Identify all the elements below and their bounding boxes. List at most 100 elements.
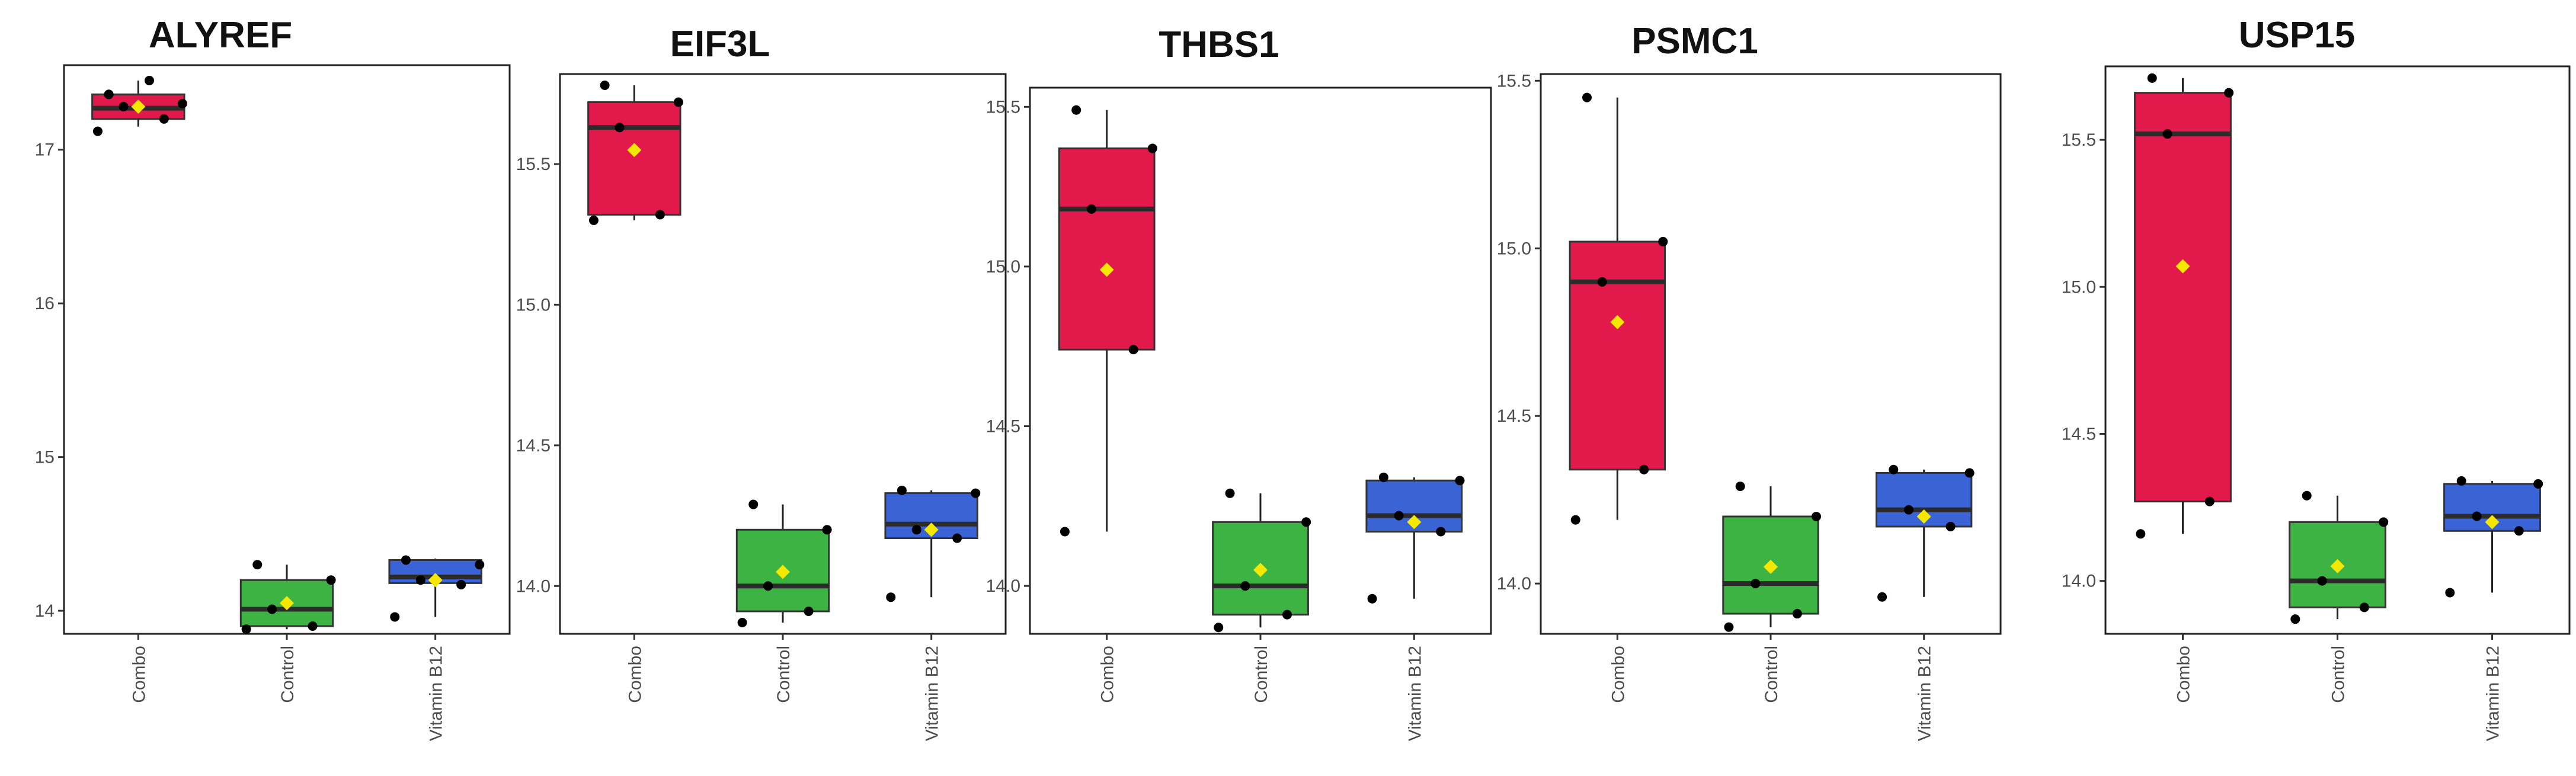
x-tick-label: Control [2329,646,2348,703]
x-tick-label: Combo [625,646,645,703]
data-point [2379,517,2389,527]
y-tick-label: 15.5 [1497,71,1531,91]
data-point [911,525,921,535]
data-point [1086,204,1096,214]
data-point [1735,482,1745,492]
mean-marker [776,565,790,579]
y-tick-label: 15.5 [2062,130,2096,150]
data-point [1301,517,1311,527]
y-tick-label: 14.5 [2062,424,2096,444]
x-tick-label: Combo [129,646,149,703]
box-combo [1569,241,1666,471]
data-point [2472,511,2482,521]
y-tick-label: 17 [35,140,55,160]
y-tick-label: 15.5 [516,155,551,174]
data-point [1282,610,1292,620]
data-point [1964,468,1975,478]
data-point [1877,592,1887,602]
x-tick-label: Vitamin B12 [1405,646,1425,741]
mean-marker [924,522,939,537]
data-point [1639,464,1649,474]
x-tick-label: Combo [1608,646,1628,703]
mean-marker [2330,559,2345,573]
x-tick-label: Vitamin B12 [2484,646,2503,741]
data-point [1889,464,1899,474]
y-tick-label: 14.0 [986,576,1020,596]
data-point [267,604,277,614]
y-tick-label: 14.0 [516,576,551,596]
mean-marker [1099,262,1114,277]
data-point [159,114,169,124]
data-point [2456,476,2466,486]
data-point [748,499,759,509]
y-tick-label: 14.5 [516,436,551,456]
y-tick-label: 14.0 [2062,572,2096,591]
data-point [104,89,114,100]
data-point [2136,529,2146,539]
chart-title: USP15 [2239,15,2355,56]
data-point [952,533,962,543]
data-point [673,97,683,107]
mean-marker [1764,559,1778,574]
data-point [401,555,411,565]
data-point [615,123,625,133]
data-point [1792,609,1802,619]
data-point [1945,521,1956,531]
mean-marker [1407,515,1422,530]
box-combo [1058,147,1156,351]
x-tick-label: Control [774,646,793,703]
mean-marker [280,596,294,611]
data-point [2533,479,2543,489]
y-tick-label: 15.0 [1497,239,1531,258]
x-tick-label: Combo [2174,646,2194,703]
data-point [456,579,466,589]
y-tick-label: 14 [35,601,55,621]
chart-panel-eif3l: EIF3L 14.0 14.5 15.0 15.5 Combo Control Vitamin… [516,24,1007,741]
y-tick-label: 14.5 [986,417,1020,437]
y-tick-label: 15.0 [2062,277,2096,297]
x-tick-label: Vitamin B12 [923,646,942,741]
data-point [2359,602,2369,613]
data-point [177,98,187,108]
data-point [2290,614,2300,624]
data-point [2162,129,2172,139]
data-point [1436,527,1446,537]
mean-marker [131,100,146,114]
x-tick-label: Vitamin B12 [427,646,446,741]
data-point [1394,511,1404,521]
data-point [2302,490,2312,501]
data-point [475,560,485,570]
data-point [308,621,318,631]
data-point [1128,345,1138,355]
chart-title: ALYREF [149,15,292,56]
data-point [2224,88,2234,98]
data-point [92,126,103,136]
data-point [737,618,747,628]
mean-marker [2175,259,2190,274]
data-point [1071,105,1081,115]
x-tick-label: Combo [1098,646,1118,703]
data-point [1751,579,1761,589]
data-point [2445,588,2455,598]
chart-panel-psmc1: PSMC1 14.0 14.5 15.0 15.5 Combo Control Vitamin… [1497,21,2002,741]
data-point [822,525,832,535]
data-point [1240,581,1250,591]
data-point [600,80,610,90]
data-point [2317,576,2327,586]
data-point [763,581,773,591]
data-point [2514,526,2524,536]
data-point [144,75,154,85]
data-point [1658,236,1668,246]
data-point [897,485,907,495]
data-point [1582,92,1592,102]
x-tick-label: Control [278,646,297,703]
data-point [1724,622,1734,632]
mean-marker [1916,509,1931,524]
data-point [241,624,251,634]
box-combo [2134,92,2232,503]
data-point [1455,476,1465,486]
mean-marker [1610,315,1625,329]
data-point [886,592,896,602]
data-point [588,215,599,225]
data-point [1147,143,1157,153]
